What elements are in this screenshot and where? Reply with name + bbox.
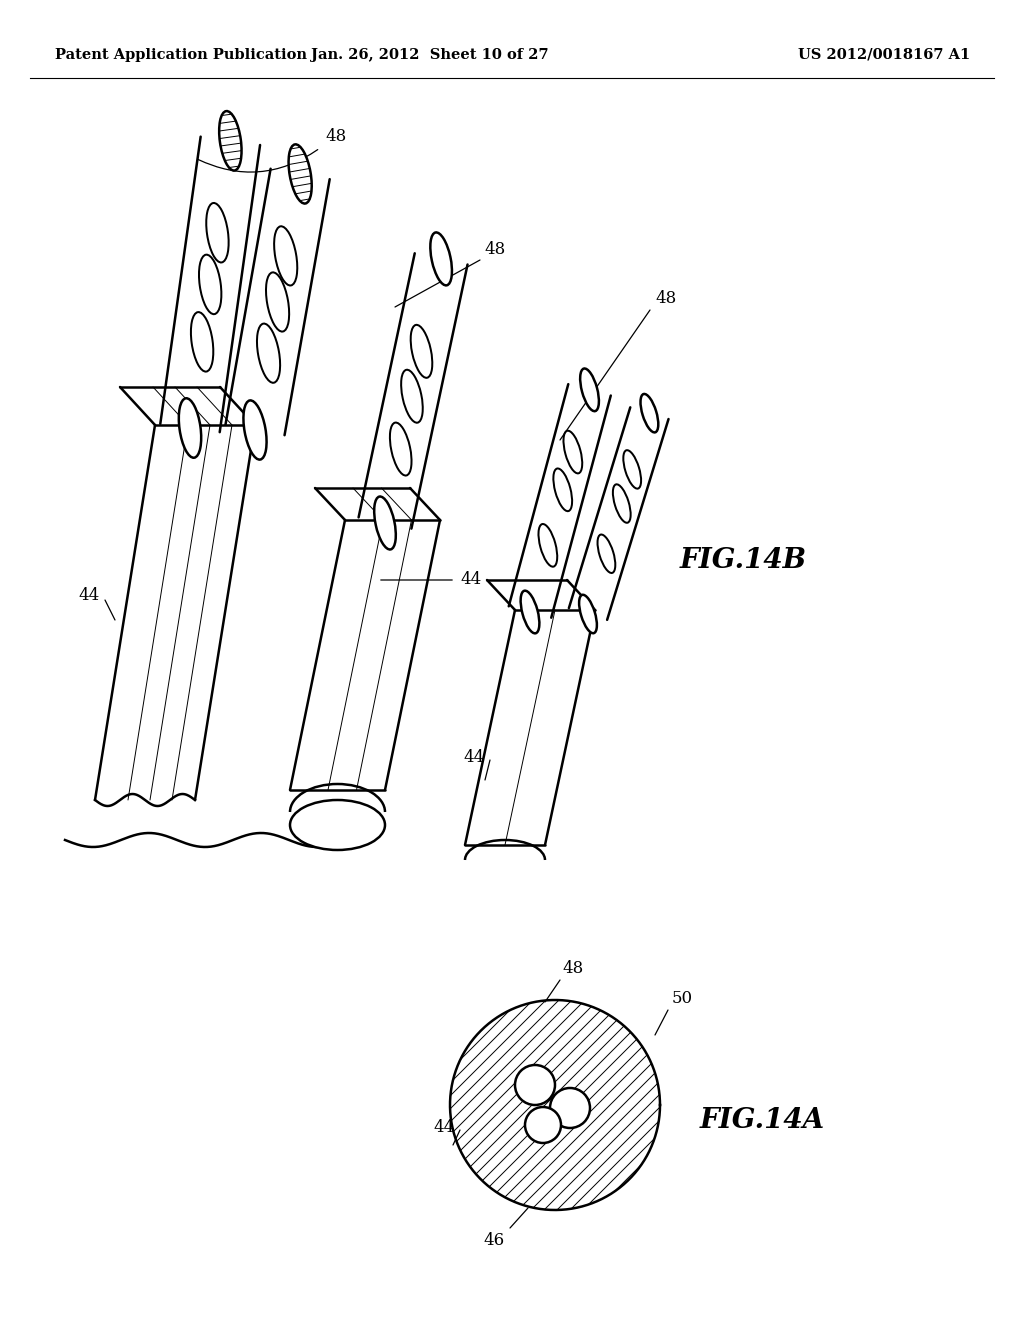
Ellipse shape <box>430 232 452 285</box>
Ellipse shape <box>244 400 266 459</box>
Ellipse shape <box>290 800 385 850</box>
Text: 48: 48 <box>325 128 346 145</box>
Text: 48: 48 <box>484 242 505 257</box>
Text: 44: 44 <box>79 587 100 605</box>
Circle shape <box>525 1107 561 1143</box>
Text: 48: 48 <box>655 290 676 308</box>
Ellipse shape <box>219 111 242 170</box>
Ellipse shape <box>580 595 597 634</box>
Circle shape <box>550 1088 590 1129</box>
Ellipse shape <box>581 368 599 412</box>
Text: US 2012/0018167 A1: US 2012/0018167 A1 <box>798 48 970 62</box>
Text: 44: 44 <box>464 750 485 767</box>
Text: 50: 50 <box>672 990 693 1007</box>
Text: Patent Application Publication: Patent Application Publication <box>55 48 307 62</box>
Ellipse shape <box>289 144 311 203</box>
Text: 44: 44 <box>434 1118 455 1135</box>
Ellipse shape <box>179 399 201 458</box>
Text: Jan. 26, 2012  Sheet 10 of 27: Jan. 26, 2012 Sheet 10 of 27 <box>311 48 549 62</box>
Text: FIG.14B: FIG.14B <box>680 546 807 573</box>
Ellipse shape <box>520 590 540 634</box>
Text: 46: 46 <box>484 1232 505 1249</box>
Text: FIG.14A: FIG.14A <box>700 1106 825 1134</box>
Ellipse shape <box>640 393 658 433</box>
Text: 48: 48 <box>562 960 584 977</box>
Circle shape <box>515 1065 555 1105</box>
Text: 44: 44 <box>460 572 481 589</box>
Ellipse shape <box>374 496 396 549</box>
